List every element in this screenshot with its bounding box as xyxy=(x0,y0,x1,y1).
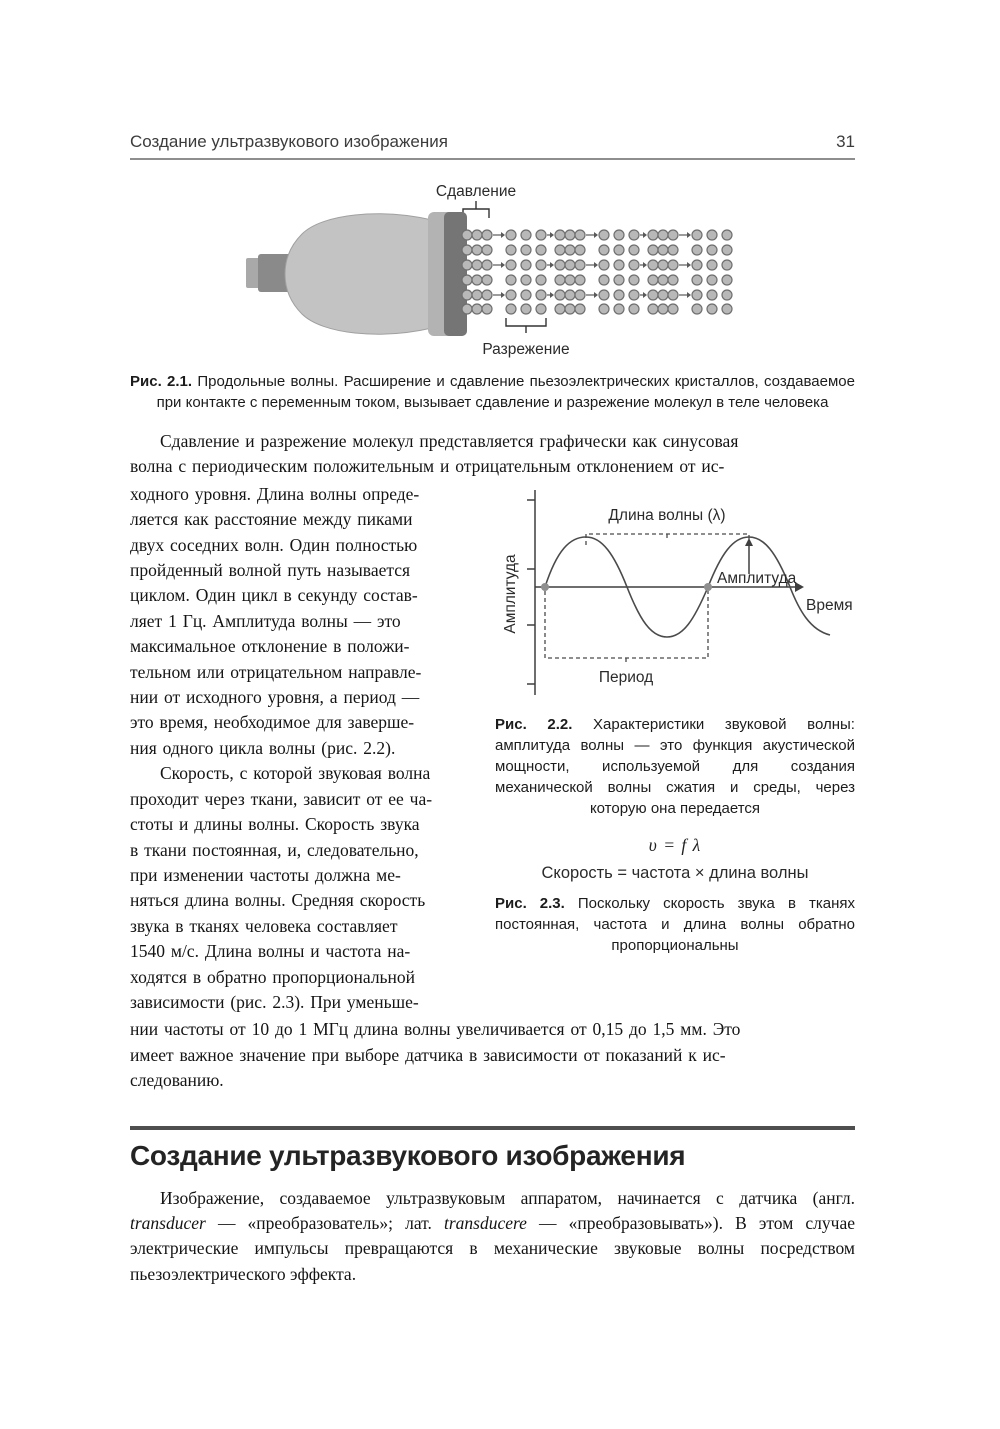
cycle-end-dot xyxy=(704,582,712,591)
period-label: Период xyxy=(599,669,653,686)
compression-bracket-icon xyxy=(462,201,490,218)
figure-2-3-caption: Рис. 2.3. Поскольку скорость звука в тка… xyxy=(495,893,855,956)
figure-2-2-caption-text: Характеристики звуковой волны: амплитуда… xyxy=(495,715,855,817)
running-head: Создание ультразвукового изображения 31 xyxy=(130,132,855,152)
velocity-formula-words: Скорость = частота × длина волны xyxy=(541,863,809,882)
two-column-section: ходного уровня. Длина волны опреде- ляет… xyxy=(130,482,855,1016)
wavelength-label: Длина волны (λ) xyxy=(608,507,725,524)
paragraph-sine-intro: Сдавление и разрежение молекул представл… xyxy=(130,431,739,477)
paragraph-frequency: нии частоты от 10 до 1 МГц длина волны у… xyxy=(130,1019,741,1091)
header-rule xyxy=(130,158,855,160)
rarefaction-label: Разрежение xyxy=(482,341,569,358)
section-heading: Создание ультразвукового изображения xyxy=(130,1139,686,1171)
longitudinal-waves-illustration: Сдавление Разрежение xyxy=(246,183,733,358)
x-axis-label: Время xyxy=(806,597,853,614)
molecule-field xyxy=(461,229,733,315)
term-transducere: transducere xyxy=(443,1212,527,1233)
x-axis-arrowhead-icon xyxy=(795,581,804,592)
period-bracket-icon xyxy=(544,590,709,665)
sine-wave-diagram: Амплитуда Время Длина волны (λ) Амплитуд… xyxy=(502,489,853,695)
left-text-column: ходного уровня. Длина волны опреде- ляет… xyxy=(130,482,482,1016)
velocity-formula: υ = f λ xyxy=(648,834,702,855)
section-rule xyxy=(130,1125,855,1130)
wavelength-bracket-icon xyxy=(585,533,750,545)
running-head-title: Создание ультразвукового изображения xyxy=(130,132,448,151)
sine-wave-curve xyxy=(544,536,831,638)
term-transducer: transducer xyxy=(130,1212,206,1233)
figure-2-3-caption-text: Поскольку скорость звука в тканях постоя… xyxy=(495,894,855,954)
y-axis-label: Амплитуда xyxy=(502,554,519,634)
compression-label: Сдавление xyxy=(436,183,516,200)
y-axis-ticks xyxy=(527,499,535,685)
figure-2-1: Сдавление Разрежение Рис. 2.1. Продольны… xyxy=(130,178,855,413)
figure-2-2-caption: Рис. 2.2. Характеристики звуковой волны:… xyxy=(495,714,855,819)
paragraph-speed: Скорость, с которой звуковая волна прохо… xyxy=(130,763,433,1012)
book-page: Создание ультразвукового изображения 31 … xyxy=(130,132,855,1288)
figure-2-1-caption: Рис. 2.1. Продольные волны. Расширение и… xyxy=(130,371,855,413)
amplitude-label: Амплитуда xyxy=(717,570,797,587)
rarefaction-bracket-icon xyxy=(505,318,547,333)
right-figure-column: Амплитуда Время Длина волны (λ) Амплитуд… xyxy=(495,482,855,1016)
figure-2-3-caption-number: Рис. 2.3. xyxy=(495,894,565,912)
paragraph-wavelength: ходного уровня. Длина волны опреде- ляет… xyxy=(130,483,422,758)
transducer-text-2: — «преобразователь»; лат. xyxy=(205,1212,444,1233)
transducer-text-1: Изображение, создаваемое ультразвуковым … xyxy=(160,1187,855,1208)
paragraph-transducer: Изображение, создаваемое ультразвуковым … xyxy=(130,1186,855,1288)
figure-2-2-caption-number: Рис. 2.2. xyxy=(495,715,573,733)
figure-2-1-caption-number: Рис. 2.1. xyxy=(130,373,193,390)
figure-2-1-caption-text: Продольные волны. Расширение и сдавление… xyxy=(156,373,855,411)
transducer-probe-illustration xyxy=(246,212,467,336)
transducer-text-3: — «преобразовывать»). В этом случае элек… xyxy=(130,1212,855,1284)
cycle-start-dot xyxy=(541,582,549,591)
amplitude-arrowhead-icon xyxy=(745,537,753,546)
page-number: 31 xyxy=(836,132,855,151)
